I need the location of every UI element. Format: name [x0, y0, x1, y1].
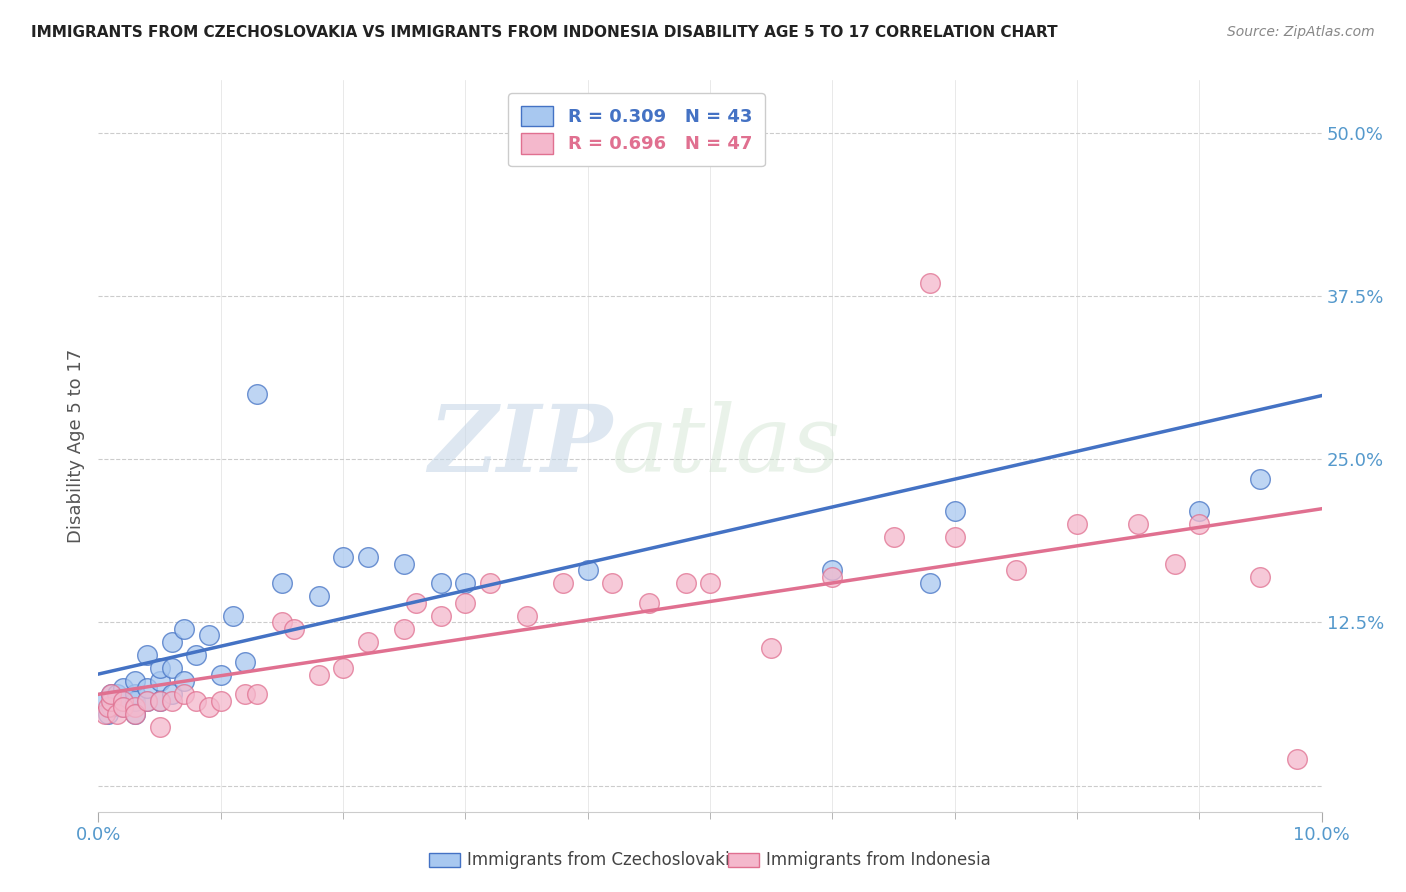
- Point: [576, 563, 599, 577]
- Point: [478, 576, 501, 591]
- Point: [124, 706, 146, 721]
- Point: [553, 576, 575, 591]
- Text: atlas: atlas: [612, 401, 842, 491]
- Point: [1249, 569, 1271, 583]
- Point: [454, 576, 477, 591]
- Point: [943, 530, 966, 544]
- Point: [136, 694, 159, 708]
- Point: [332, 549, 354, 564]
- Point: [699, 576, 721, 591]
- Point: [97, 706, 120, 721]
- Point: [405, 596, 427, 610]
- Point: [160, 694, 183, 708]
- Point: [246, 386, 269, 401]
- Point: [124, 706, 146, 721]
- Point: [600, 576, 623, 591]
- Point: [160, 635, 183, 649]
- Point: [100, 687, 122, 701]
- Point: [723, 126, 745, 140]
- Point: [246, 687, 269, 701]
- Point: [100, 694, 122, 708]
- Point: [186, 648, 208, 662]
- Point: [97, 700, 120, 714]
- Point: [209, 694, 232, 708]
- Point: [111, 700, 134, 714]
- Point: [308, 589, 330, 603]
- Text: Immigrants from Czechoslovakia: Immigrants from Czechoslovakia: [467, 851, 740, 869]
- Point: [270, 615, 292, 630]
- Point: [149, 720, 172, 734]
- Text: ZIP: ZIP: [427, 401, 612, 491]
- Point: [516, 608, 538, 623]
- Point: [209, 667, 232, 681]
- Point: [160, 661, 183, 675]
- Point: [1188, 517, 1211, 532]
- Point: [100, 687, 122, 701]
- Point: [1128, 517, 1150, 532]
- Point: [283, 622, 305, 636]
- Point: [1164, 557, 1187, 571]
- Point: [160, 687, 183, 701]
- Point: [197, 700, 219, 714]
- Point: [308, 667, 330, 681]
- Legend: R = 0.309   N = 43, R = 0.696   N = 47: R = 0.309 N = 43, R = 0.696 N = 47: [509, 93, 765, 166]
- Y-axis label: Disability Age 5 to 17: Disability Age 5 to 17: [66, 349, 84, 543]
- Point: [233, 655, 256, 669]
- Point: [821, 569, 844, 583]
- Point: [1249, 472, 1271, 486]
- Point: [356, 549, 378, 564]
- Point: [173, 687, 195, 701]
- Point: [332, 661, 354, 675]
- Point: [920, 576, 942, 591]
- Point: [392, 622, 416, 636]
- Point: [233, 687, 256, 701]
- Point: [149, 674, 172, 689]
- Point: [105, 687, 128, 701]
- Point: [222, 608, 245, 623]
- Point: [186, 694, 208, 708]
- Point: [943, 504, 966, 518]
- Text: Immigrants from Indonesia: Immigrants from Indonesia: [766, 851, 991, 869]
- Point: [1286, 752, 1309, 766]
- Point: [149, 694, 172, 708]
- Point: [111, 700, 134, 714]
- Point: [430, 608, 453, 623]
- Point: [124, 687, 146, 701]
- Point: [454, 596, 477, 610]
- Point: [136, 694, 159, 708]
- Text: IMMIGRANTS FROM CZECHOSLOVAKIA VS IMMIGRANTS FROM INDONESIA DISABILITY AGE 5 TO : IMMIGRANTS FROM CZECHOSLOVAKIA VS IMMIGR…: [31, 25, 1057, 40]
- Point: [124, 694, 146, 708]
- Point: [93, 706, 115, 721]
- Point: [105, 706, 128, 721]
- Point: [1004, 563, 1026, 577]
- Point: [124, 674, 146, 689]
- Point: [392, 557, 416, 571]
- Point: [149, 661, 172, 675]
- Point: [124, 700, 146, 714]
- Point: [883, 530, 905, 544]
- Point: [637, 596, 661, 610]
- Point: [759, 641, 782, 656]
- Point: [93, 694, 115, 708]
- Point: [136, 648, 159, 662]
- Point: [430, 576, 453, 591]
- Point: [197, 628, 219, 642]
- Point: [821, 563, 844, 577]
- Point: [111, 694, 134, 708]
- Point: [136, 681, 159, 695]
- Point: [111, 694, 134, 708]
- Point: [356, 635, 378, 649]
- Point: [100, 700, 122, 714]
- Point: [1188, 504, 1211, 518]
- Point: [270, 576, 292, 591]
- Point: [920, 276, 942, 290]
- Point: [173, 622, 195, 636]
- Text: Source: ZipAtlas.com: Source: ZipAtlas.com: [1227, 25, 1375, 39]
- Point: [173, 674, 195, 689]
- Point: [149, 694, 172, 708]
- Point: [675, 576, 697, 591]
- Point: [111, 681, 134, 695]
- Point: [1066, 517, 1088, 532]
